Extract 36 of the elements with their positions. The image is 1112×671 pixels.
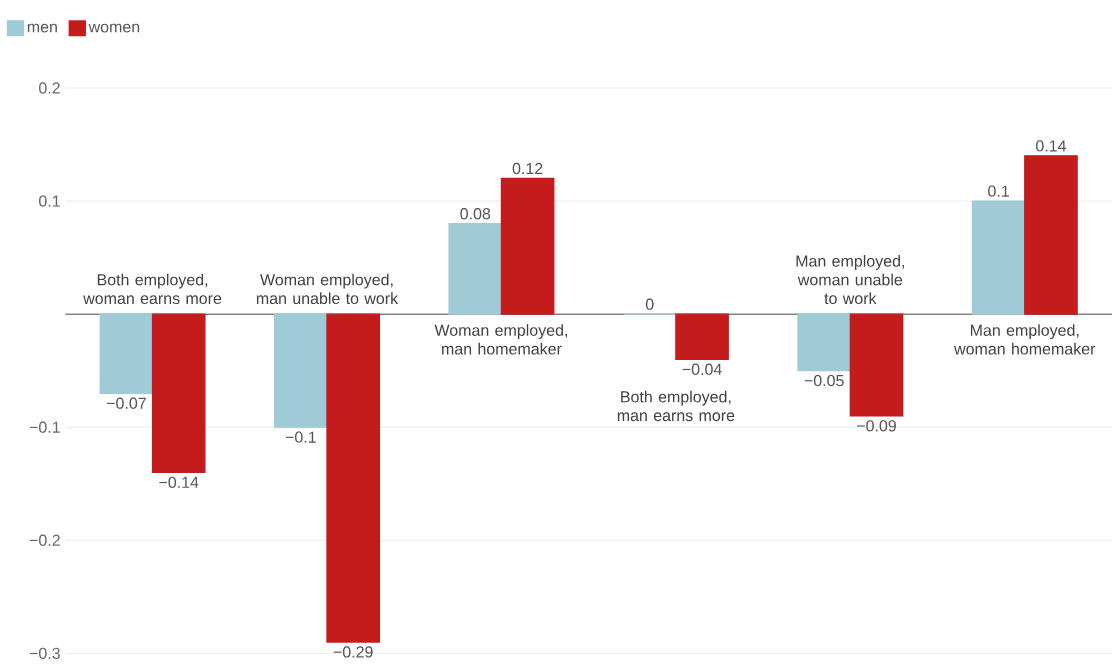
bar <box>797 313 851 372</box>
data-label: −0.07 <box>106 397 146 410</box>
data-label: −0.09 <box>857 420 896 432</box>
data-label: −0.1 <box>285 431 316 443</box>
x-tick-label: Woman employed, man unable to work <box>256 273 399 305</box>
y-tick-label: −0.2 <box>29 534 60 547</box>
data-label: 0 <box>645 298 654 311</box>
bar <box>326 313 381 643</box>
x-tick-label: Both employed, woman earns more <box>83 273 222 305</box>
data-label: 0.12 <box>512 163 543 175</box>
bar <box>274 313 328 429</box>
y-tick-label: 0.1 <box>39 195 60 207</box>
bar <box>1024 155 1078 315</box>
y-tick-label: 0.2 <box>39 82 60 94</box>
bar <box>500 177 555 315</box>
data-label: 0.08 <box>460 208 491 220</box>
legend-label: men <box>27 23 57 33</box>
y-tick-label: −0.1 <box>29 421 60 434</box>
bar <box>971 200 1026 315</box>
data-label: −0.29 <box>333 646 373 658</box>
legend-label: women <box>88 23 140 33</box>
data-label: 0.14 <box>1036 140 1067 152</box>
bar <box>849 313 904 417</box>
bar <box>151 313 206 474</box>
x-tick-label: Both employed, man earns more <box>617 390 735 422</box>
y-tick-label: −0.3 <box>29 647 60 660</box>
bar <box>99 313 154 395</box>
data-label: −0.14 <box>159 476 199 489</box>
bar <box>675 313 729 361</box>
x-tick-label: Woman employed, man homemaker <box>434 324 567 355</box>
bar <box>448 223 503 315</box>
data-label: −0.05 <box>804 375 844 387</box>
x-tick-label: Man employed, woman homemaker <box>954 324 1096 355</box>
data-label: 0.1 <box>988 185 1009 197</box>
data-label: −0.04 <box>682 363 722 376</box>
x-tick-label: Man employed, woman unable to work <box>796 255 905 305</box>
